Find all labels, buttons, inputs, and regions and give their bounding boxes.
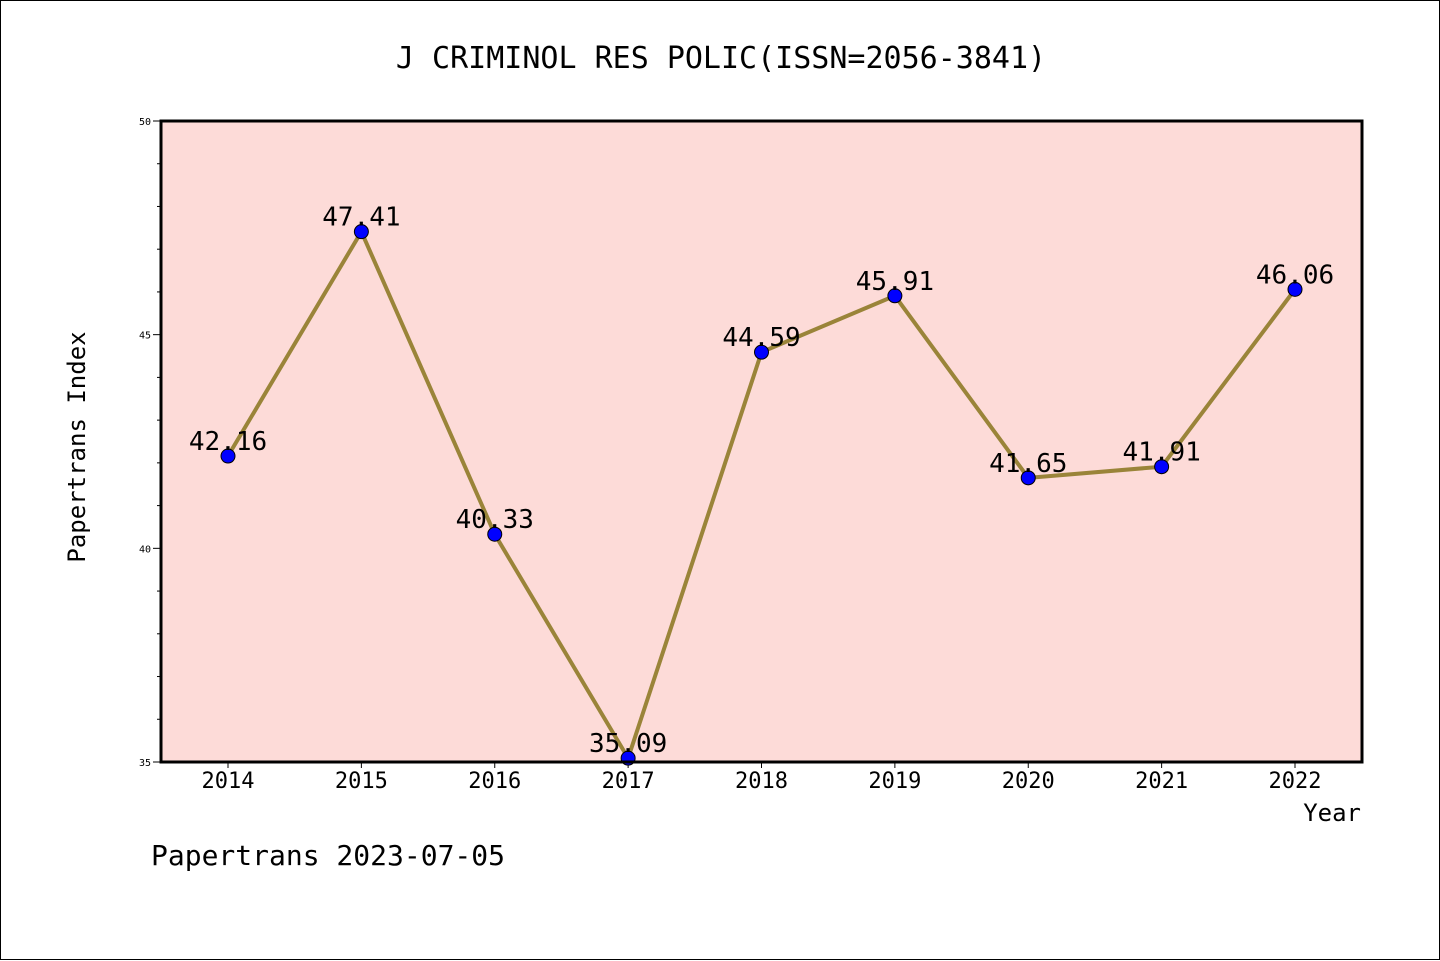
data-point <box>353 224 369 240</box>
series-layer: 42.16 47.41 40.33 35.09 44.59 45.91 41.65 41.91… <box>189 203 1334 766</box>
x-axis-ticks: 2014 2015 2016 2017 2018 2019 2020 2021 2022 <box>202 762 1322 794</box>
x-tick-label: 2021 <box>1135 769 1188 794</box>
x-tick-label: 2017 <box>602 769 655 794</box>
data-label: 41.65 <box>989 449 1067 479</box>
data-point <box>1020 470 1036 486</box>
data-point <box>220 448 236 464</box>
data-label: 45.91 <box>856 267 934 297</box>
data-point <box>1287 281 1303 297</box>
x-tick-label: 2016 <box>468 769 521 794</box>
data-point <box>1154 459 1170 475</box>
x-tick-label: 2019 <box>868 769 921 794</box>
x-tick-label: 2015 <box>335 769 388 794</box>
data-point <box>487 526 503 542</box>
x-axis-label: Year <box>1303 799 1361 827</box>
data-label: 47.41 <box>322 203 400 233</box>
x-tick-label: 2018 <box>735 769 788 794</box>
data-label: 35.09 <box>589 729 667 759</box>
x-tick-label: 2020 <box>1002 769 1055 794</box>
y-axis-ticks: 35 40 45 50 <box>139 117 161 769</box>
y-tick-label: 50 <box>139 117 151 128</box>
y-axis-label: Papertrans Index <box>63 331 91 562</box>
footer-text: Papertrans 2023-07-05 <box>151 839 505 872</box>
data-label: 42.16 <box>189 427 267 457</box>
data-point <box>754 344 769 360</box>
data-label: 41.91 <box>1122 438 1200 468</box>
y-tick-label: 40 <box>139 544 151 555</box>
x-tick-label: 2022 <box>1269 769 1322 794</box>
x-tick-label: 2014 <box>202 769 255 794</box>
chart-title: J CRIMINOL RES POLIC(ISSN=2056-3841) <box>396 41 1046 76</box>
data-point <box>887 288 903 304</box>
data-label: 46.06 <box>1256 260 1334 290</box>
y-tick-label: 35 <box>139 758 151 769</box>
plot-border <box>159 119 1364 764</box>
y-tick-label: 45 <box>139 331 151 342</box>
data-label: 44.59 <box>722 323 800 353</box>
data-label: 40.33 <box>456 505 534 535</box>
